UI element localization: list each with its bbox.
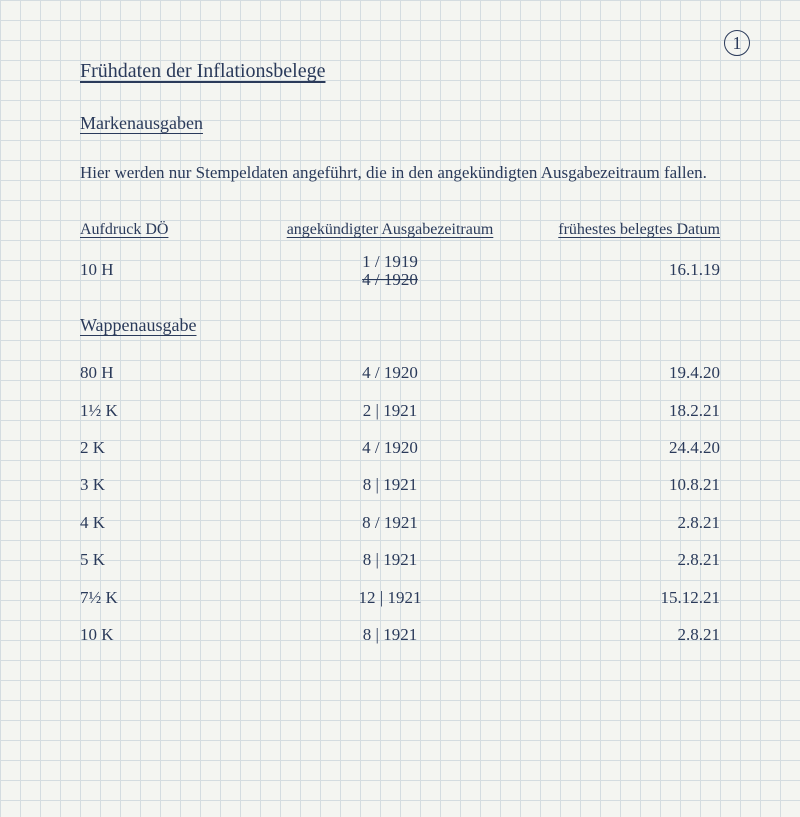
cell-denom: 4 K (80, 504, 260, 541)
intro-paragraph: Hier werden nur Stempeldaten angeführt, … (80, 154, 740, 191)
table-row: 10 K8 | 19212.8.21 (80, 616, 740, 653)
period-top: 1 / 1919 (362, 253, 418, 272)
cell-date: 19.4.20 (520, 354, 740, 391)
cell-denom: 10 K (80, 616, 260, 653)
cell-date: 15.12.21 (520, 579, 740, 616)
cell-period: 8 / 1921 (260, 504, 520, 541)
table-row: 3 K8 | 192110.8.21 (80, 466, 740, 503)
section-wappenausgabe: Wappenausgabe (80, 315, 740, 336)
cell-denom: 80 H (80, 354, 260, 391)
cell-date: 24.4.20 (520, 429, 740, 466)
table-row: 7½ K12 | 192115.12.21 (80, 579, 740, 616)
cell-date: 18.2.21 (520, 392, 740, 429)
cell-denom: 5 K (80, 541, 260, 578)
cell-period: 4 / 1920 (260, 354, 520, 391)
page-number: 1 (724, 30, 750, 56)
cell-period: 2 | 1921 (260, 392, 520, 429)
aufdruck-row: 10 H 1 / 1919 4 / 1920 16.1.19 (80, 251, 740, 290)
period-struck: 4 / 1920 (362, 271, 418, 290)
cell-date: 10.8.21 (520, 466, 740, 503)
cell-period: 1 / 1919 4 / 1920 (260, 251, 520, 290)
table-row: 5 K8 | 19212.8.21 (80, 541, 740, 578)
cell-denom: 1½ K (80, 392, 260, 429)
table-row: 2 K4 / 192024.4.20 (80, 429, 740, 466)
main-title: Frühdaten der Inflationsbelege (80, 60, 740, 83)
cell-denom: 3 K (80, 466, 260, 503)
cell-denom: 2 K (80, 429, 260, 466)
cell-period: 8 | 1921 (260, 616, 520, 653)
table-row: 1½ K2 | 192118.2.21 (80, 392, 740, 429)
cell-period: 8 | 1921 (260, 541, 520, 578)
table-row: 80 H4 / 192019.4.20 (80, 354, 740, 391)
subtitle-markenausgaben: Markenausgaben (80, 113, 740, 134)
cell-date: 2.8.21 (520, 616, 740, 653)
cell-denom: 10 H (80, 251, 260, 290)
col-header-datum: frühestes belegtes Datum (520, 221, 740, 239)
cell-denom: 7½ K (80, 579, 260, 616)
cell-date: 2.8.21 (520, 504, 740, 541)
cell-date: 16.1.19 (520, 251, 740, 290)
col-header-zeitraum: angekündigter Ausgabezeitraum (260, 221, 520, 239)
col-header-aufdruck: Aufdruck DÖ (80, 221, 260, 239)
cell-period: 12 | 1921 (260, 579, 520, 616)
cell-date: 2.8.21 (520, 541, 740, 578)
cell-period: 8 | 1921 (260, 466, 520, 503)
table-header-row: Aufdruck DÖ angekündigter Ausgabezeitrau… (80, 221, 740, 239)
cell-period: 4 / 1920 (260, 429, 520, 466)
table-row: 4 K8 / 19212.8.21 (80, 504, 740, 541)
